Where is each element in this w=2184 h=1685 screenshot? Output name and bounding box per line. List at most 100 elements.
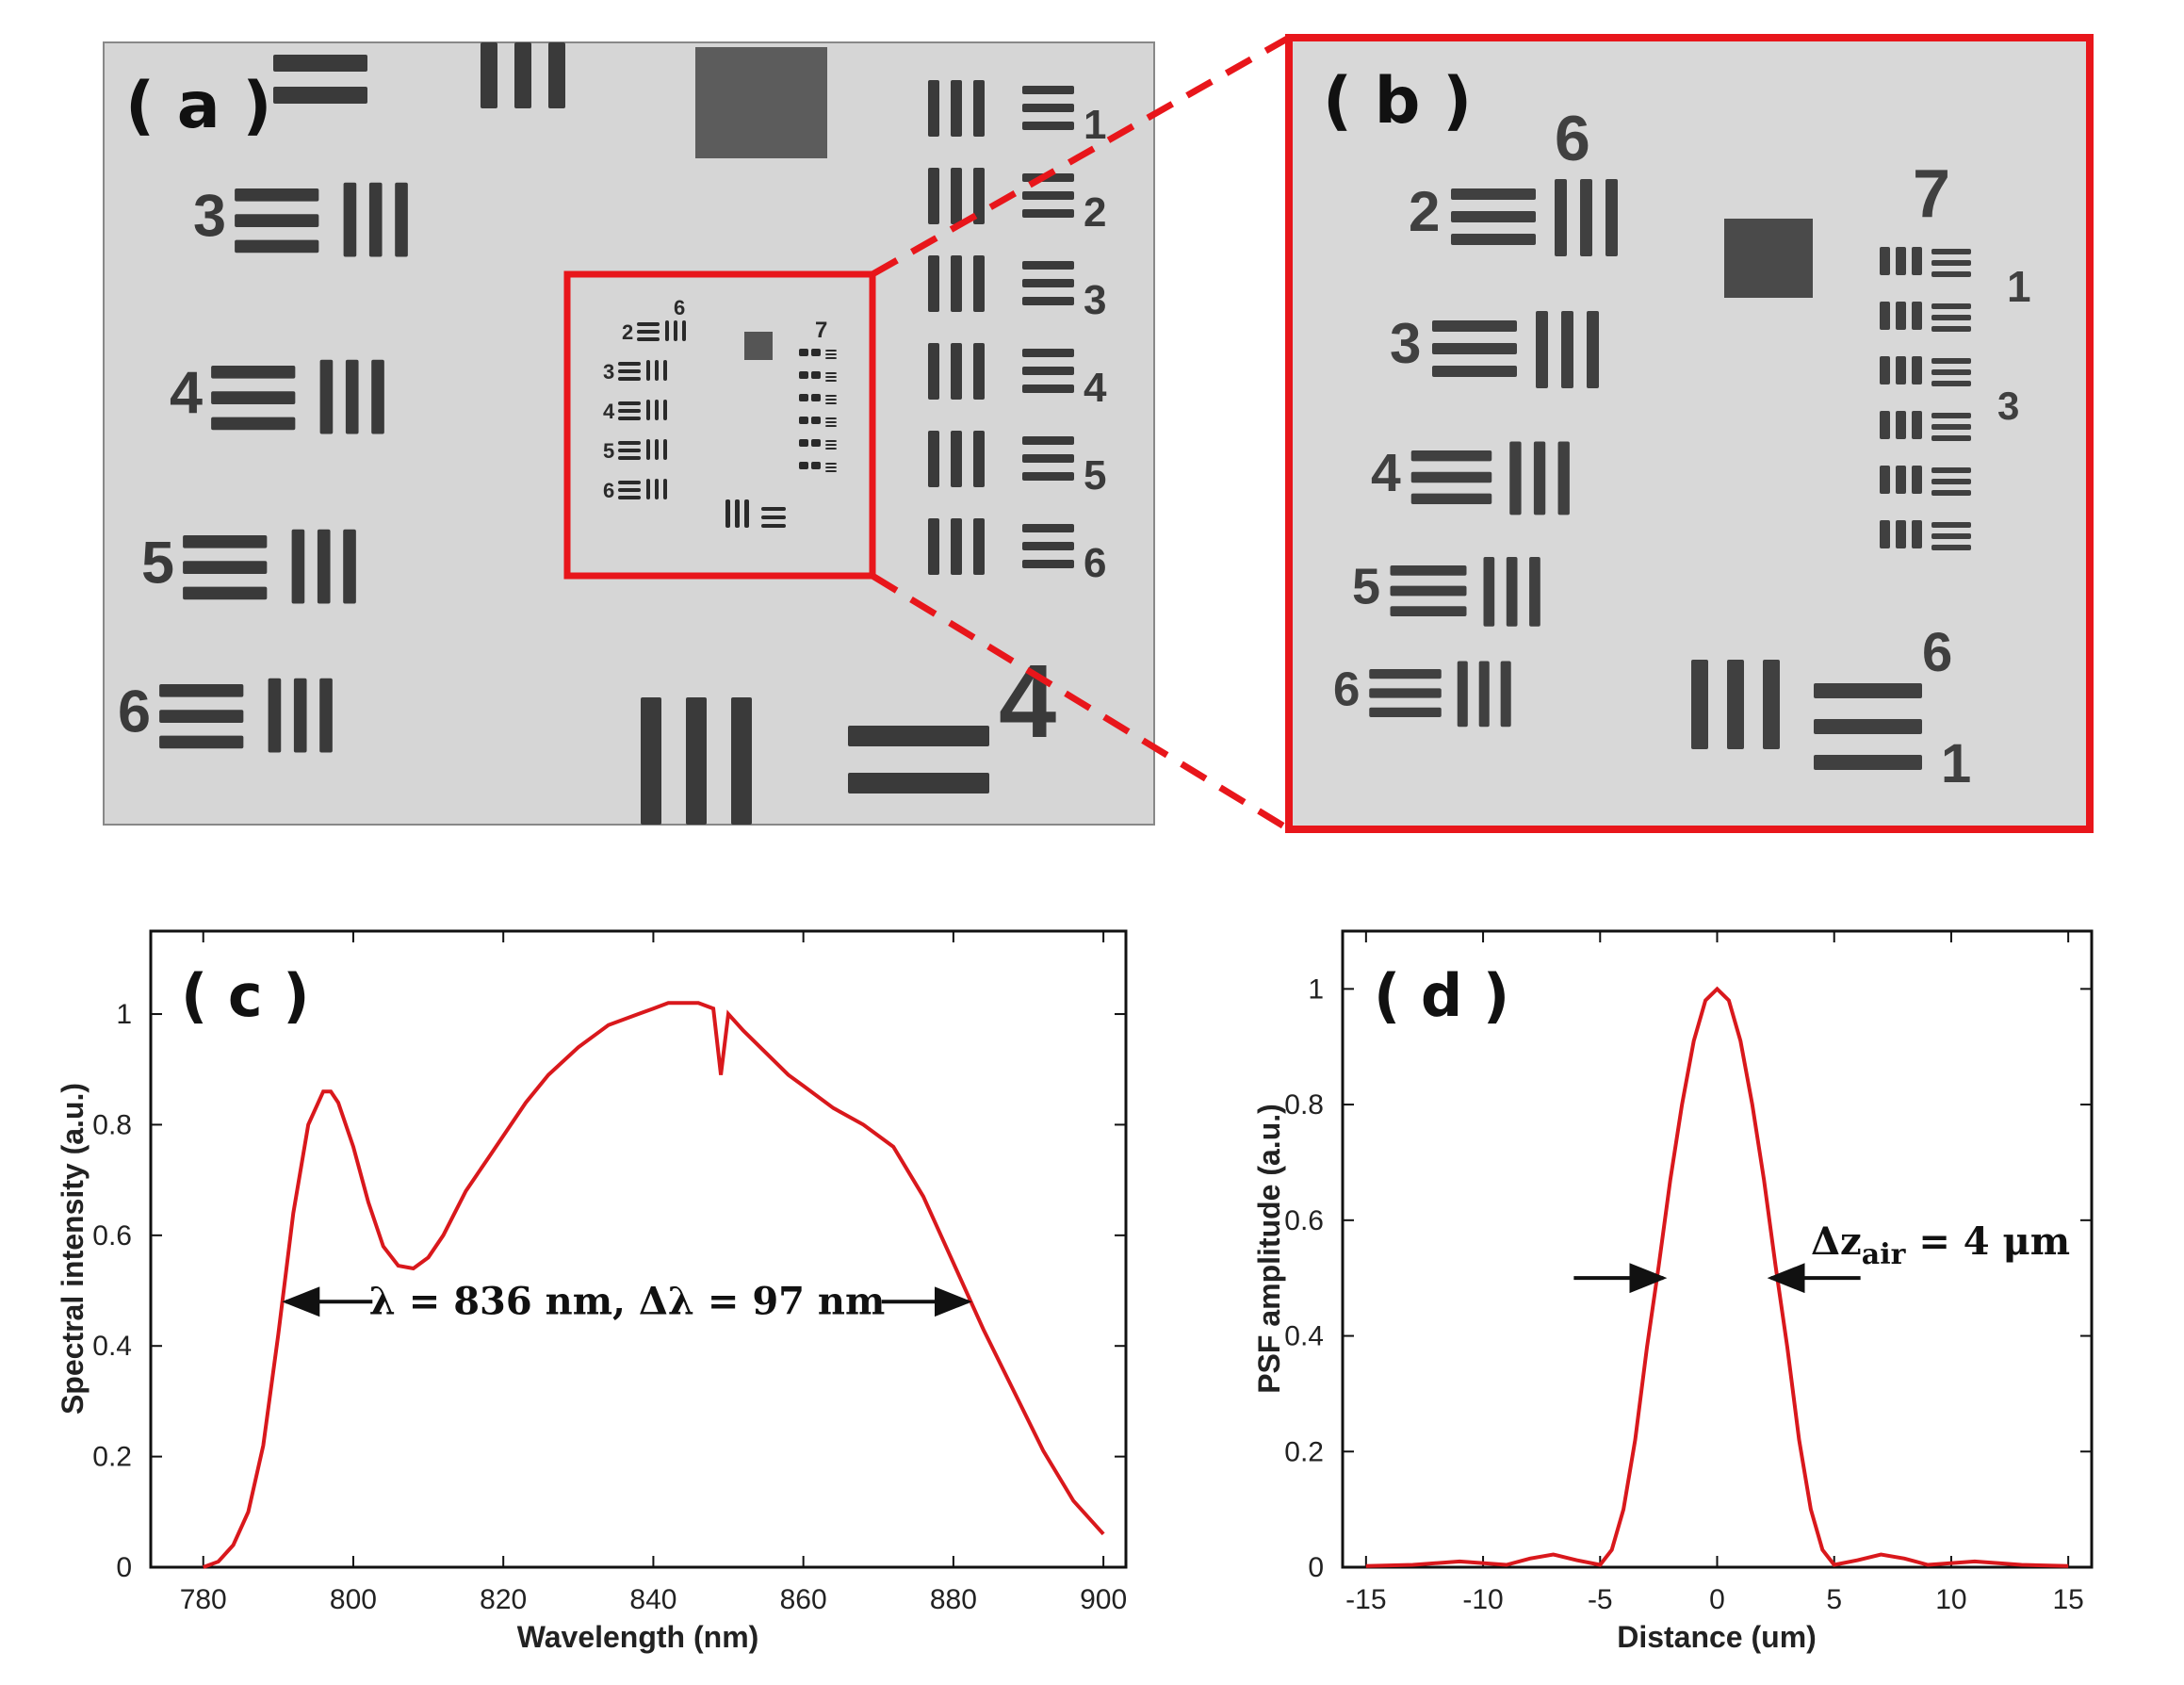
target-bar [1880, 411, 1890, 439]
group-number: 4 [999, 644, 1056, 760]
target-bar [646, 400, 650, 420]
target-bar [1931, 424, 1971, 430]
target-bar [951, 343, 962, 400]
element-number: 5 [1352, 559, 1380, 615]
target-bar [637, 337, 660, 341]
element-number: 5 [141, 530, 174, 596]
target-bar [1691, 660, 1708, 749]
target-bar [1912, 411, 1922, 439]
target-bar [637, 330, 660, 334]
target-bar [1022, 384, 1074, 393]
target-bar [1410, 450, 1492, 462]
target-bar [1931, 490, 1971, 496]
target-bar [825, 350, 837, 352]
target-bar [1022, 279, 1074, 287]
bandwidth-label: λ = 836 nm, Δλ = 97 nm [369, 1279, 886, 1323]
target-bar [1022, 191, 1074, 200]
target-bar [1912, 356, 1922, 384]
resolution-annotation: Δzair = 4 μm [1573, 1219, 2070, 1294]
target-bar [928, 80, 939, 137]
target-bar [973, 255, 985, 312]
target-bar [655, 360, 659, 381]
target-bar [1880, 466, 1890, 494]
y-ticks-c: 0 0.2 0.4 0.6 0.8 1 [92, 999, 1126, 1583]
target-bar [655, 439, 659, 460]
target-bar [1390, 565, 1467, 576]
target-bar [951, 168, 962, 224]
y-tick-label: 0.8 [1284, 1089, 1324, 1121]
target-square [1724, 219, 1813, 298]
group-number: 6 [674, 296, 685, 319]
target-bar [1814, 683, 1922, 698]
target-square [695, 47, 827, 158]
target-bar [211, 391, 296, 404]
element-number: 3 [1997, 384, 2019, 428]
panel-b-frame [1285, 34, 2094, 833]
target-bar [646, 439, 650, 460]
target-bar [1483, 557, 1495, 627]
target-bar [799, 417, 808, 424]
target-bar [1931, 315, 1971, 320]
x-tick-label: 780 [180, 1584, 227, 1615]
element-number: 2 [1409, 180, 1440, 243]
x-tick-label: -15 [1345, 1584, 1386, 1615]
target-bar [1880, 520, 1890, 548]
target-bar [825, 380, 837, 382]
target-bar [928, 168, 939, 224]
element-number: 3 [1390, 312, 1421, 375]
target-bar [665, 320, 669, 341]
target-bar [1931, 479, 1971, 484]
target-bar [744, 499, 749, 528]
target-bar [1931, 413, 1971, 418]
target-bar [799, 371, 808, 379]
target-bar [811, 462, 821, 469]
target-bar [686, 697, 707, 825]
y-ticks-d: 0 0.2 0.4 0.6 0.8 1 [1284, 973, 2092, 1583]
target-bar [1557, 441, 1570, 515]
target-bar [973, 168, 985, 224]
x-ticks-d: -15 -10 -5 0 5 10 15 [1345, 931, 2084, 1615]
panel-b-label: ( b ) [1323, 64, 1472, 139]
target-bar [1022, 454, 1074, 463]
target-bar [618, 369, 641, 373]
target-bar [951, 80, 962, 137]
target-bar [1022, 104, 1074, 112]
y-tick-label: 0.6 [1284, 1205, 1324, 1236]
target-bar [646, 479, 650, 499]
target-bar [1931, 467, 1971, 473]
target-bar [655, 400, 659, 420]
target-bar [799, 462, 808, 469]
zoom-connector-bottom [871, 573, 1291, 832]
target-bar [1022, 209, 1074, 218]
target-bar [618, 496, 641, 499]
target-bar [235, 188, 319, 202]
element-number: 4 [1084, 365, 1107, 411]
x-tick-label: 840 [629, 1584, 676, 1615]
target-bar [1432, 320, 1517, 332]
element-number: 6 [118, 679, 151, 744]
target-bar [1727, 660, 1744, 749]
spectrum-curve [203, 1001, 1105, 1569]
x-tick-label: -5 [1588, 1584, 1613, 1615]
target-bar [618, 449, 641, 452]
target-bar [637, 322, 660, 326]
target-bar [1931, 369, 1971, 375]
element-number: 4 [170, 360, 203, 426]
target-bar [268, 678, 282, 753]
target-bar [183, 586, 268, 600]
target-bar [663, 400, 667, 420]
target-bar [1605, 179, 1618, 256]
target-bar [735, 499, 740, 528]
target-bar [761, 507, 786, 511]
target-bar [1814, 755, 1922, 770]
target-bar [811, 417, 821, 424]
target-bar [618, 488, 641, 492]
target-bar [235, 239, 319, 254]
target-bar [951, 255, 962, 312]
target-bar [825, 417, 837, 419]
target-bar [799, 349, 808, 356]
y-tick-label: 0 [116, 1552, 132, 1583]
target-bar [928, 431, 939, 487]
target-bar [951, 431, 962, 487]
